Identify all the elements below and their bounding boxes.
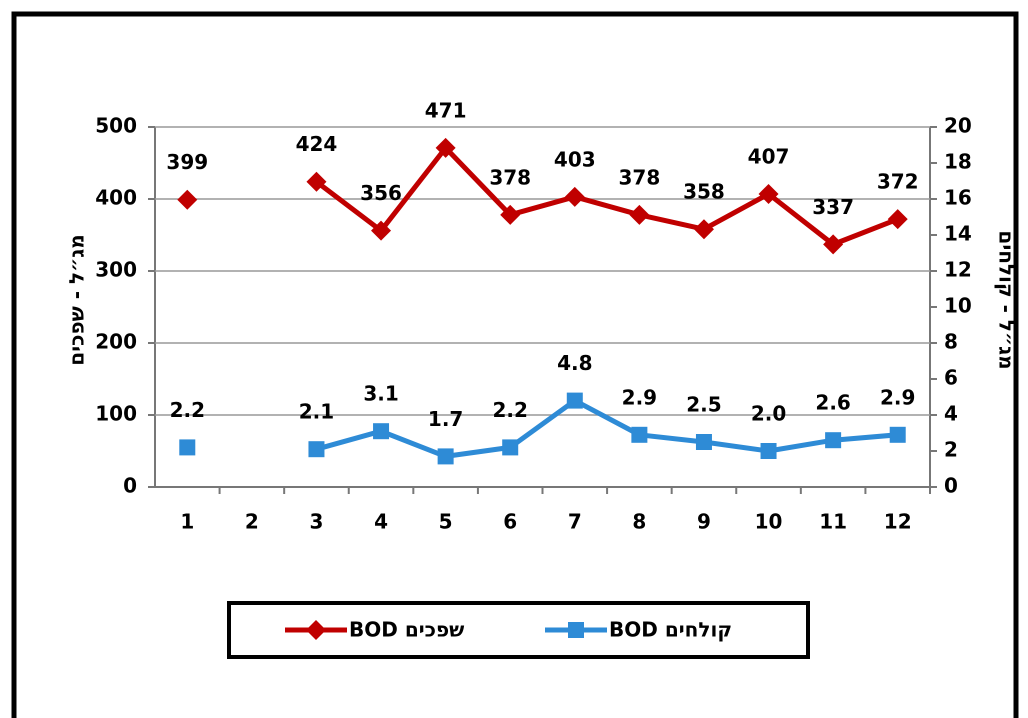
y-tick-label: 0 [123, 474, 137, 498]
x-tick-label: 1 [180, 510, 194, 534]
frame [11, 11, 1019, 718]
data-label: 2.2 [492, 398, 527, 422]
y2-tick-label: 20 [944, 114, 972, 138]
data-label: 399 [166, 150, 208, 174]
data-label: 378 [489, 165, 531, 189]
data-point [695, 434, 712, 450]
data-label: 407 [748, 144, 790, 168]
y2-tick-label: 14 [944, 222, 972, 246]
data-point [179, 439, 196, 456]
data-point [889, 426, 906, 443]
x-tick-label: 7 [568, 510, 582, 534]
y2-tick-label: 8 [944, 330, 958, 354]
data-label: 424 [296, 132, 338, 156]
legend-marker [306, 620, 326, 640]
data-label: 1.7 [428, 407, 463, 431]
data-label: 471 [425, 98, 467, 122]
data-point [887, 209, 908, 230]
legend-marker [568, 622, 584, 638]
data-point [629, 204, 650, 225]
x-tick-label: 8 [632, 510, 646, 534]
data-point [177, 189, 198, 210]
x-tick-label: 10 [755, 510, 783, 534]
data-point [758, 183, 779, 204]
data-label: 2.6 [815, 391, 850, 415]
y-tick-label: 300 [95, 258, 137, 282]
data-label: 2.5 [686, 393, 721, 417]
series-line [314, 145, 899, 247]
x-tick-label: 2 [245, 510, 259, 534]
y-axis-title: מג״ל - שפכים [65, 234, 89, 365]
y-tick-label: 500 [95, 114, 137, 138]
y2-axis-title: מג״ל - קולחים [995, 230, 1019, 369]
data-label: 356 [360, 181, 402, 205]
data-point [373, 423, 390, 440]
data-point [631, 426, 648, 443]
x-tick-label: 6 [503, 510, 517, 534]
legend-label: BOD קולחים [609, 618, 732, 642]
data-label: 3.1 [363, 382, 398, 406]
data-label: 2.2 [170, 398, 205, 422]
data-point [435, 137, 456, 158]
y-tick-label: 100 [95, 402, 137, 426]
data-point [306, 171, 327, 192]
data-point [564, 186, 585, 207]
x-tick-label: 11 [819, 510, 847, 534]
data-point [437, 448, 454, 465]
data-label: 2.9 [622, 385, 657, 409]
legend-label: BOD שפכים [349, 618, 464, 642]
data-label: 378 [619, 165, 661, 189]
data-point [693, 219, 714, 240]
data-label: 2.0 [751, 402, 786, 426]
y2-tick-label: 10 [944, 294, 972, 318]
x-tick-label: 5 [439, 510, 453, 534]
y2-tick-label: 12 [944, 258, 972, 282]
data-point [566, 392, 583, 409]
series-line [315, 398, 898, 459]
y2-tick-label: 4 [944, 402, 958, 426]
data-point [502, 439, 519, 456]
data-point [500, 204, 521, 225]
y2-tick-label: 0 [944, 474, 958, 498]
data-label: 2.9 [880, 385, 915, 409]
y2-tick-label: 2 [944, 438, 958, 462]
data-label: 337 [812, 195, 854, 219]
x-tick-label: 4 [374, 510, 388, 534]
data-point [371, 220, 392, 241]
y-tick-label: 400 [95, 186, 137, 210]
y2-tick-label: 6 [944, 366, 958, 390]
y-tick-label: 200 [95, 330, 137, 354]
x-tick-label: 3 [309, 510, 323, 534]
data-label: 2.1 [299, 400, 334, 424]
data-point [308, 441, 325, 458]
data-label: 403 [554, 147, 596, 171]
data-label: 4.8 [557, 351, 592, 375]
y2-tick-label: 16 [944, 186, 972, 210]
x-tick-label: 9 [697, 510, 711, 534]
data-point [825, 432, 842, 449]
data-label: 372 [877, 170, 919, 194]
legend [227, 601, 810, 659]
data-point [760, 443, 777, 459]
data-label: 358 [683, 180, 725, 204]
y2-tick-label: 18 [944, 150, 972, 174]
data-point [823, 234, 844, 255]
x-tick-label: 12 [884, 510, 912, 534]
